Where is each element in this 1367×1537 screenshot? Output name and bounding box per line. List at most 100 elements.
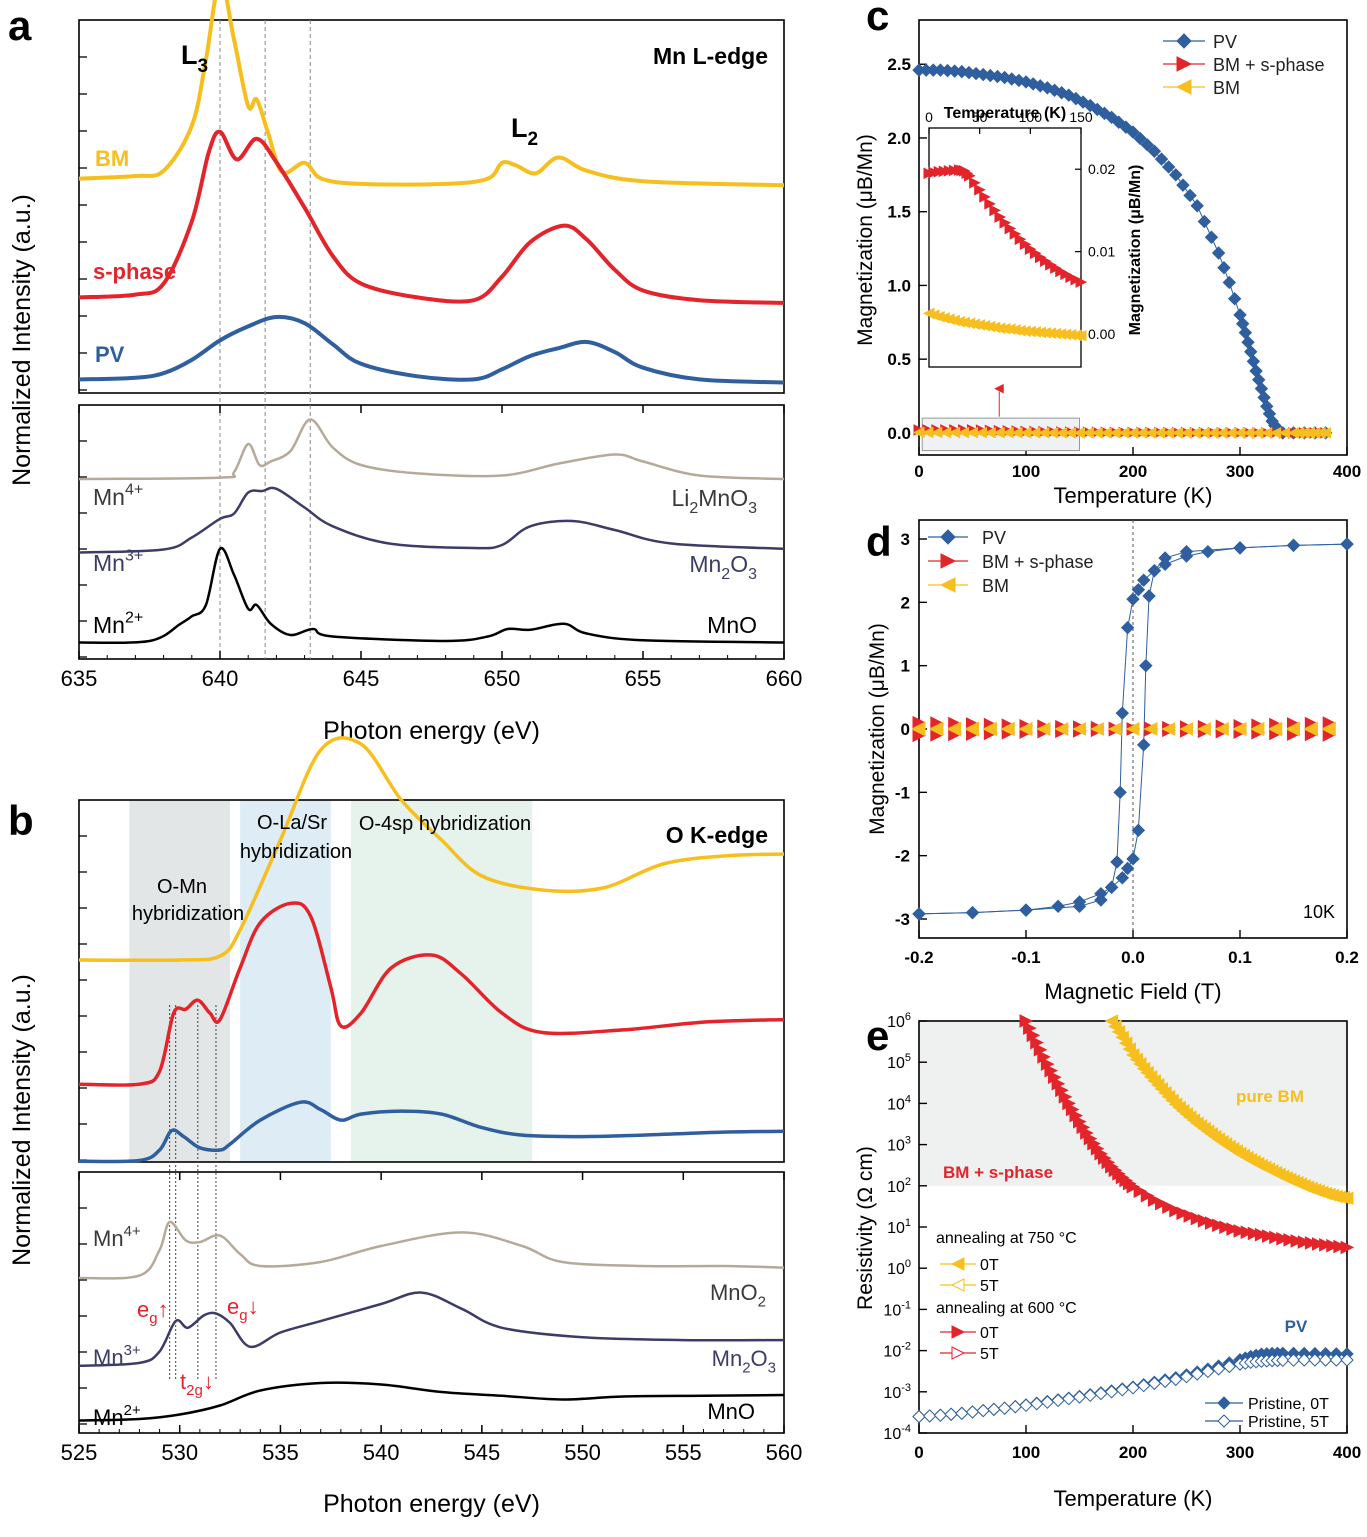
data-point	[1169, 1203, 1183, 1218]
data-point	[1113, 785, 1127, 800]
y-tick-label: 0.5	[887, 350, 911, 369]
x-tick-label: 660	[766, 666, 803, 691]
compound-label: Li2MnO3	[671, 485, 757, 517]
series-line-pv	[78, 1100, 785, 1164]
y-axis-label-a: Normalized Intensity (a.u.)	[8, 194, 36, 486]
data-point	[944, 1407, 958, 1421]
legend-marker	[1176, 33, 1192, 49]
panel-title-a: Mn L-edge	[653, 43, 768, 69]
y-tick-label: 1.5	[887, 203, 911, 222]
label-part: 3	[748, 566, 757, 583]
compound-label: Mn2O3	[689, 551, 757, 583]
data-point	[1154, 152, 1169, 166]
data-point	[1254, 1227, 1269, 1242]
data-point	[1204, 1216, 1219, 1230]
data-point	[947, 721, 962, 736]
data-point	[1308, 1353, 1322, 1367]
series-label-pure-bm: pure BM	[1236, 1087, 1304, 1106]
data-point	[1179, 722, 1193, 736]
panel-d: d -0.2 -0.1 0.0 0.1 0.2 -3 -2 -1 0 1 2 3 Magnetic Fie…	[866, 518, 1359, 1004]
data-point	[1179, 544, 1194, 559]
x-tick-label: 640	[202, 666, 239, 691]
legend-label: BM	[982, 576, 1009, 596]
x-tick-label: 550	[564, 1440, 601, 1465]
data-point	[1326, 1238, 1340, 1253]
data-point	[1319, 427, 1332, 439]
inset-x-tick-label: 0	[925, 109, 933, 125]
label-part: MnO	[698, 485, 748, 511]
y-tick-label: 0	[901, 720, 910, 739]
inset-data-point	[1074, 329, 1087, 342]
x-axis-label-d: Magnetic Field (T)	[1044, 979, 1221, 1004]
y-tick-label: 102	[887, 1176, 911, 1196]
legend-title-600: annealing at 600 °C	[936, 1300, 1077, 1317]
y-axis-label-c: Magnetization (μB/Mn)	[854, 134, 877, 346]
series-line-s-phase	[78, 129, 785, 305]
data-point	[1094, 886, 1108, 901]
data-point	[1339, 1191, 1354, 1206]
data-point	[1286, 722, 1300, 737]
data-point	[1126, 1381, 1140, 1395]
data-point	[1212, 1218, 1226, 1233]
y-axis-label-d: Magnetization (μB/Mn)	[866, 623, 889, 835]
compound-label: MnO	[707, 1399, 755, 1424]
y-tick-label: 1	[901, 657, 910, 676]
legend-label: Pristine, 5T	[1248, 1414, 1329, 1431]
panel-b: b 525 530 535 540 545 550 555 560 Photon energy (…	[8, 736, 802, 1518]
label-sup: -4	[901, 1423, 911, 1435]
x-tick-label: 0.0	[1121, 948, 1145, 967]
label-part: O	[751, 1346, 768, 1371]
data-point	[1139, 658, 1153, 673]
y-tick-label: 10-1	[883, 1299, 911, 1319]
y-tick-label: 103	[887, 1135, 911, 1155]
label-base: 10	[887, 1179, 905, 1196]
data-point	[1147, 563, 1162, 578]
data-point	[1008, 1400, 1023, 1414]
data-point	[1090, 722, 1104, 736]
label-base: Mn	[93, 612, 125, 638]
data-point	[1183, 1209, 1198, 1223]
data-point	[929, 721, 944, 736]
label-base: 10	[883, 1344, 901, 1361]
label-sup: 0	[905, 1258, 911, 1270]
data-point	[1204, 230, 1219, 244]
zoom-arrow-head	[994, 383, 1004, 394]
legend-title-750: annealing at 750 °C	[936, 1230, 1077, 1247]
data-point	[1036, 721, 1051, 736]
label-part: e	[137, 1297, 149, 1322]
label-sup: 2	[905, 1176, 911, 1188]
label-part: Mn	[689, 551, 721, 577]
x-tick-label: 650	[484, 666, 521, 691]
data-point	[1072, 722, 1086, 736]
data-point	[1054, 722, 1069, 736]
data-point	[1158, 1374, 1172, 1389]
panel-title-b: O K-edge	[666, 822, 768, 848]
data-point	[965, 905, 980, 920]
series-label-pv: PV	[95, 342, 125, 367]
x-axis-label-e: Temperature (K)	[1054, 1486, 1213, 1511]
data-point	[1147, 144, 1162, 158]
y-tick-label: 10-2	[883, 1341, 911, 1361]
label-base: 10	[887, 1220, 905, 1237]
data-point	[1233, 1224, 1248, 1238]
data-point	[1250, 722, 1265, 737]
data-point	[1304, 722, 1318, 737]
data-point	[1131, 582, 1146, 597]
y-axis-label-e: Resistivity (Ω cm)	[854, 1146, 877, 1310]
x-tick-label: 0.2	[1335, 948, 1359, 967]
legend-label: 5T	[980, 1346, 999, 1363]
data-point	[1318, 1353, 1333, 1367]
data-point	[1183, 188, 1197, 203]
label-part: t	[180, 1369, 186, 1394]
plot-frame	[78, 404, 785, 660]
series-label-s-phase: s-phase	[93, 259, 176, 284]
data-point	[1247, 1226, 1262, 1241]
x-tick-label: 555	[665, 1440, 702, 1465]
label-sup: 5	[905, 1052, 911, 1064]
data-point	[1143, 722, 1158, 736]
data-point	[1286, 1353, 1301, 1367]
x-tick-label: 200	[1119, 462, 1147, 481]
inset-y-tick-label: 0.00	[1088, 326, 1115, 342]
legend-label: PV	[1213, 32, 1237, 52]
data-point	[1283, 1233, 1298, 1247]
